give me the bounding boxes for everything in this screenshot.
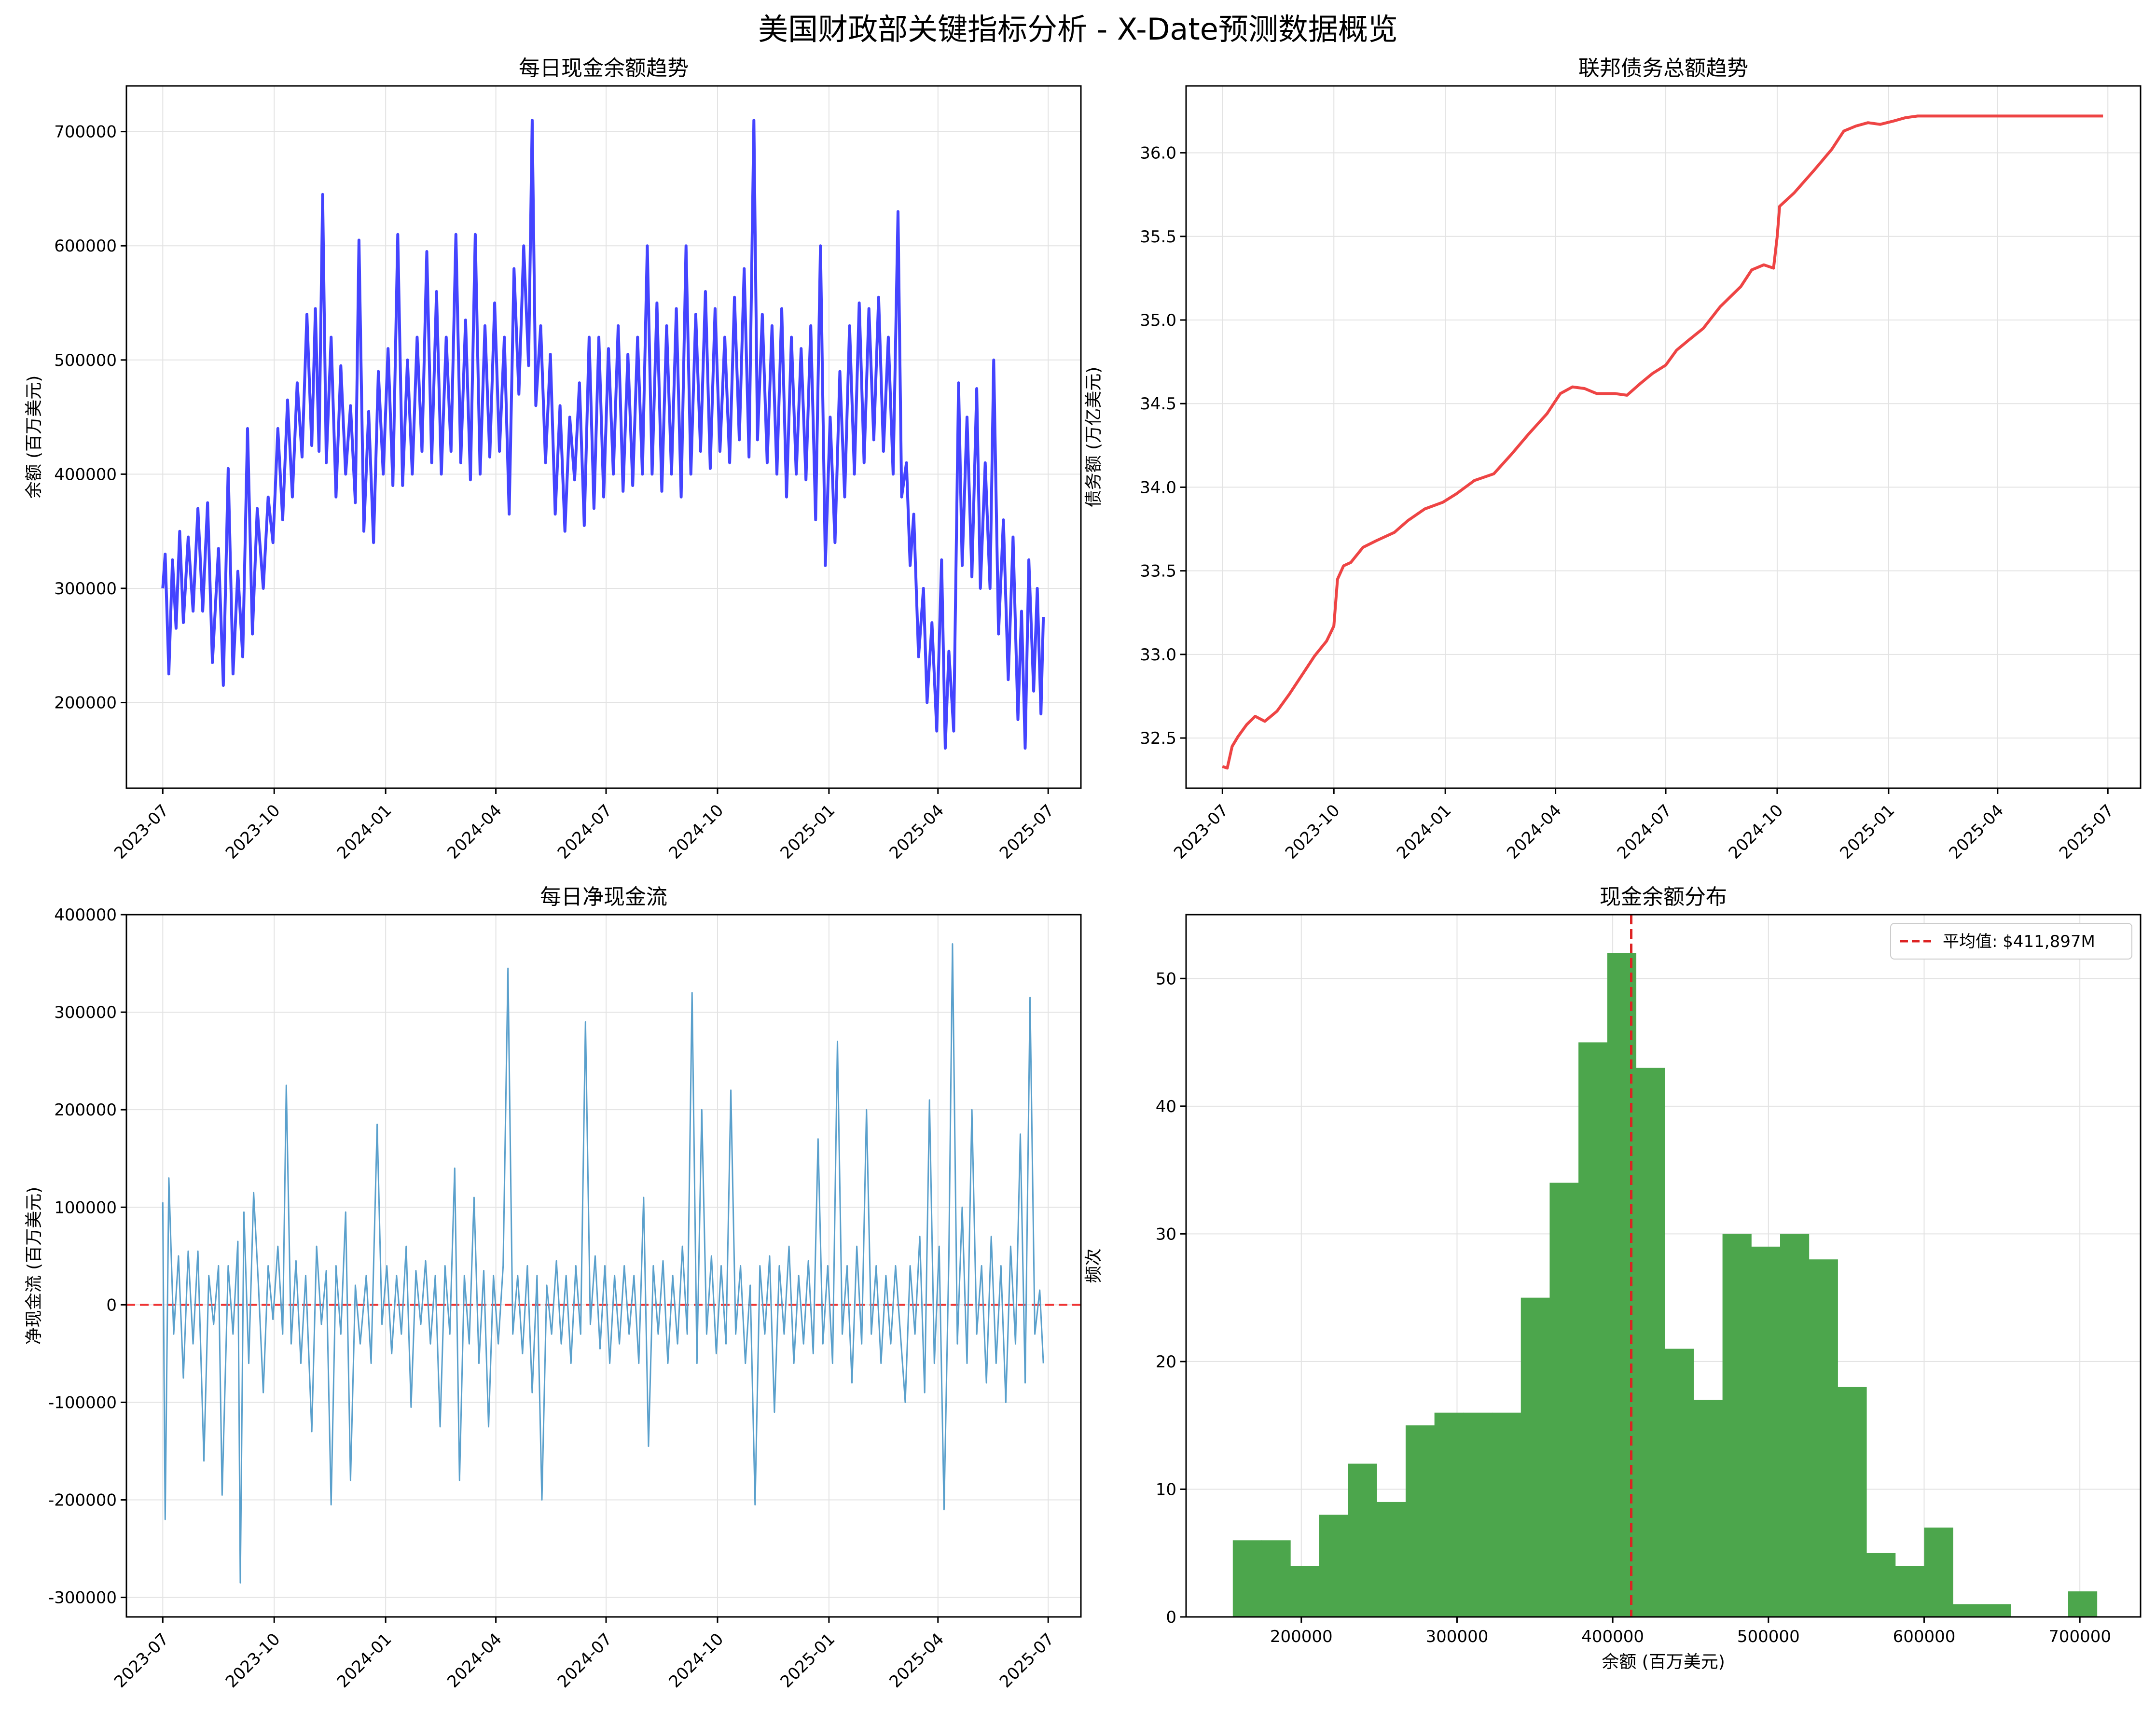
figure-suptitle: 美国财政部关键指标分析 - X-Date预测数据概览 xyxy=(758,12,1398,47)
histogram-bar xyxy=(1665,1349,1694,1617)
y-tick-label: 50 xyxy=(1156,969,1176,988)
histogram-bar xyxy=(1895,1566,1924,1617)
histogram-bar xyxy=(1866,1553,1896,1617)
y-tick-label: 0 xyxy=(106,1295,117,1315)
y-tick-label: 33.5 xyxy=(1140,562,1176,581)
y-axis-label: 频次 xyxy=(1084,1248,1104,1283)
series-line xyxy=(161,119,1045,750)
histogram-bar xyxy=(1520,1297,1550,1617)
y-tick-label: 34.0 xyxy=(1140,478,1176,497)
y-tick-label: 10 xyxy=(1156,1480,1176,1499)
y-tick-label: 200000 xyxy=(54,1100,117,1120)
histogram-bar xyxy=(1578,1042,1608,1617)
y-tick-label: 600000 xyxy=(54,237,117,256)
cash-balance-histogram: 200000 300000 400000 500000 600000 700000 0 10 2… xyxy=(1084,885,2142,1672)
y-tick-label: 300000 xyxy=(54,1003,117,1022)
series-line xyxy=(162,943,1044,1584)
y-tick-label: 35.0 xyxy=(1140,311,1176,330)
histogram-bar xyxy=(1693,1400,1723,1617)
y-tick-label: 700000 xyxy=(54,123,117,142)
histogram-bar xyxy=(1377,1502,1406,1617)
chart-title: 每日现金余额趋势 xyxy=(519,56,689,81)
histogram-bar xyxy=(1434,1412,1464,1617)
x-tick-label: 200000 xyxy=(1270,1627,1333,1646)
histogram-bar xyxy=(1636,1068,1665,1617)
x-tick-label: 300000 xyxy=(1426,1627,1489,1646)
y-tick-label: 0 xyxy=(1166,1608,1176,1627)
histogram-bar xyxy=(1751,1246,1781,1617)
histogram-bar xyxy=(1463,1412,1493,1617)
histogram-bar xyxy=(1348,1463,1377,1617)
y-tick-label: 400000 xyxy=(54,905,117,925)
histogram-bar xyxy=(1290,1566,1320,1617)
histogram-bar xyxy=(1261,1540,1291,1617)
y-tick-label: 100000 xyxy=(54,1198,117,1217)
series-line xyxy=(1222,114,2103,770)
x-tick-label: 700000 xyxy=(2048,1627,2111,1646)
x-tick-label: 600000 xyxy=(1893,1627,1956,1646)
histogram-bar xyxy=(1924,1527,1953,1617)
y-tick-label: 30 xyxy=(1156,1225,1176,1244)
x-axis-label: 余额 (百万美元) xyxy=(1602,1652,1725,1672)
histogram-bar xyxy=(1319,1515,1349,1617)
chart-title: 现金余额分布 xyxy=(1600,885,1727,909)
y-tick-label: 40 xyxy=(1156,1097,1176,1116)
histogram-bar xyxy=(1232,1540,1262,1617)
y-tick-label: 400000 xyxy=(54,465,117,484)
histogram-bar xyxy=(2068,1591,2098,1617)
chart-title: 每日净现金流 xyxy=(540,885,667,909)
histogram-bar xyxy=(1981,1604,2011,1617)
x-tick-label: 500000 xyxy=(1737,1627,1800,1646)
y-tick-label: -200000 xyxy=(48,1491,117,1510)
histogram-bar xyxy=(1953,1604,1982,1617)
y-tick-label: 20 xyxy=(1156,1352,1176,1372)
histogram-bar xyxy=(1722,1234,1752,1617)
y-axis-label: 债务额 (万亿美元) xyxy=(1084,367,1104,508)
histogram-bar xyxy=(1809,1259,1838,1617)
legend-box xyxy=(1890,923,2132,960)
y-tick-label: 32.5 xyxy=(1140,729,1176,748)
y-tick-label: 300000 xyxy=(54,579,117,599)
y-tick-label: 500000 xyxy=(54,351,117,370)
histogram-bar xyxy=(1838,1387,1867,1617)
axes-frame xyxy=(1185,914,2142,1618)
histogram-bar xyxy=(1405,1425,1435,1617)
legend-mean-label: 平均值: $411,897M xyxy=(1943,932,2095,951)
y-tick-label: 200000 xyxy=(54,694,117,713)
y-axis-label: 净现金流 (百万美元) xyxy=(24,1187,44,1345)
axes-frame xyxy=(125,914,1082,1618)
y-tick-label: 33.0 xyxy=(1140,645,1176,665)
histogram-bar xyxy=(1780,1234,1810,1617)
axes-frame xyxy=(1185,85,2142,789)
x-tick-label: 400000 xyxy=(1581,1627,1644,1646)
y-tick-label: -100000 xyxy=(48,1393,117,1412)
y-axis-label: 余额 (百万美元) xyxy=(24,376,44,499)
y-tick-label: 36.0 xyxy=(1140,144,1176,163)
y-tick-label: -300000 xyxy=(48,1588,117,1608)
y-tick-label: 35.5 xyxy=(1140,227,1176,247)
chart-title: 联邦债务总额趋势 xyxy=(1578,56,1748,81)
histogram-bar xyxy=(1492,1412,1521,1617)
histogram-bar xyxy=(1549,1183,1579,1617)
axes-frame xyxy=(125,85,1082,789)
y-tick-label: 34.5 xyxy=(1140,394,1176,414)
